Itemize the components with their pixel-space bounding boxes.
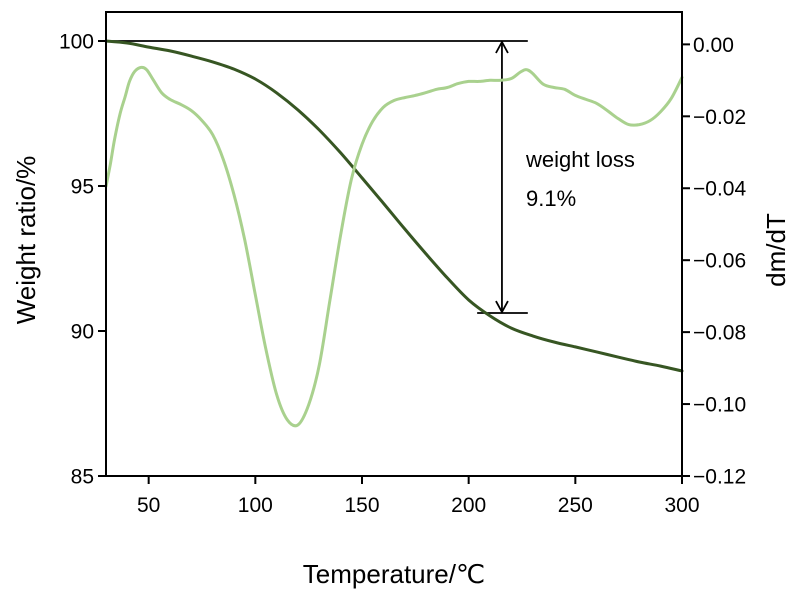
right-y-tick-label: −0.08 [693, 322, 746, 345]
annotation-label-line2: 9.1% [526, 186, 576, 211]
right-y-tick-label: −0.04 [693, 178, 746, 201]
x-tick-label: 250 [558, 494, 593, 517]
weight-loss-annotation: weight loss 9.1% [105, 40, 635, 314]
left-y-tick-label: 100 [59, 31, 94, 54]
annotation-label-line1: weight loss [525, 147, 635, 172]
weight-ratio-curve [104, 39, 684, 373]
axes: 50 100 150 200 250 300 85 90 95 100 0.00 −0.02 −0.04… [59, 11, 746, 517]
x-tick-label: 150 [344, 494, 379, 517]
x-tick-label: 50 [137, 494, 160, 517]
left-y-tick-label: 85 [71, 466, 94, 489]
right-y-axis-title: dm/dT [761, 213, 791, 287]
right-y-tick-label: −0.06 [693, 250, 746, 273]
x-tick-label: 100 [238, 494, 273, 517]
arrowhead-down-icon [495, 300, 509, 314]
right-y-tick-label: −0.10 [693, 394, 746, 417]
left-y-tick-label: 95 [71, 176, 94, 199]
right-y-tick-label: −0.02 [693, 106, 746, 129]
plot-curves [104, 39, 684, 428]
x-tick-label: 200 [451, 494, 486, 517]
right-y-tick-label: −0.12 [693, 466, 746, 489]
dtg-curve [104, 65, 684, 428]
arrowhead-up-icon [495, 40, 509, 54]
left-y-tick-label: 90 [71, 321, 94, 344]
left-y-axis-title: Weight ratio/% [11, 156, 41, 325]
x-tick-label: 300 [664, 494, 699, 517]
x-axis-title: Temperature/℃ [303, 559, 485, 589]
right-y-tick-label: 0.00 [693, 34, 734, 57]
